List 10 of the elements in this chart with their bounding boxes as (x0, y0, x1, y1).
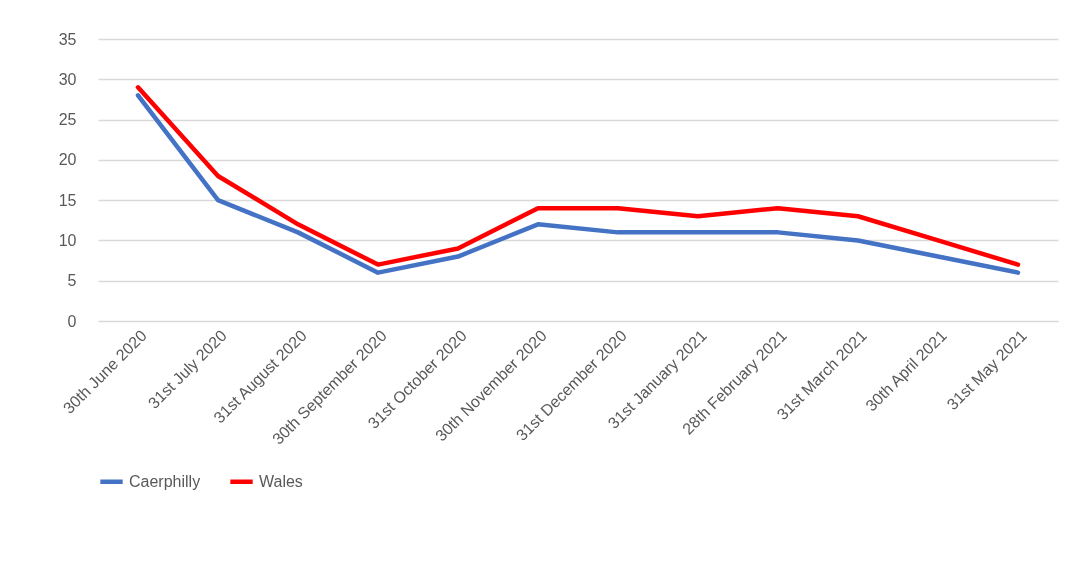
y-tick-label: 0 (67, 312, 77, 330)
y-tick-label: 35 (58, 30, 77, 48)
y-tick-label: 10 (58, 231, 77, 249)
y-tick-label: 5 (67, 272, 77, 290)
y-tick-label: 25 (58, 111, 77, 129)
y-tick-label: 30 (58, 70, 77, 88)
y-tick-label: 20 (58, 151, 77, 169)
y-tick-label: 15 (58, 191, 77, 209)
legend-label: Caerphilly (129, 472, 201, 490)
legend-label: Wales (259, 472, 303, 490)
